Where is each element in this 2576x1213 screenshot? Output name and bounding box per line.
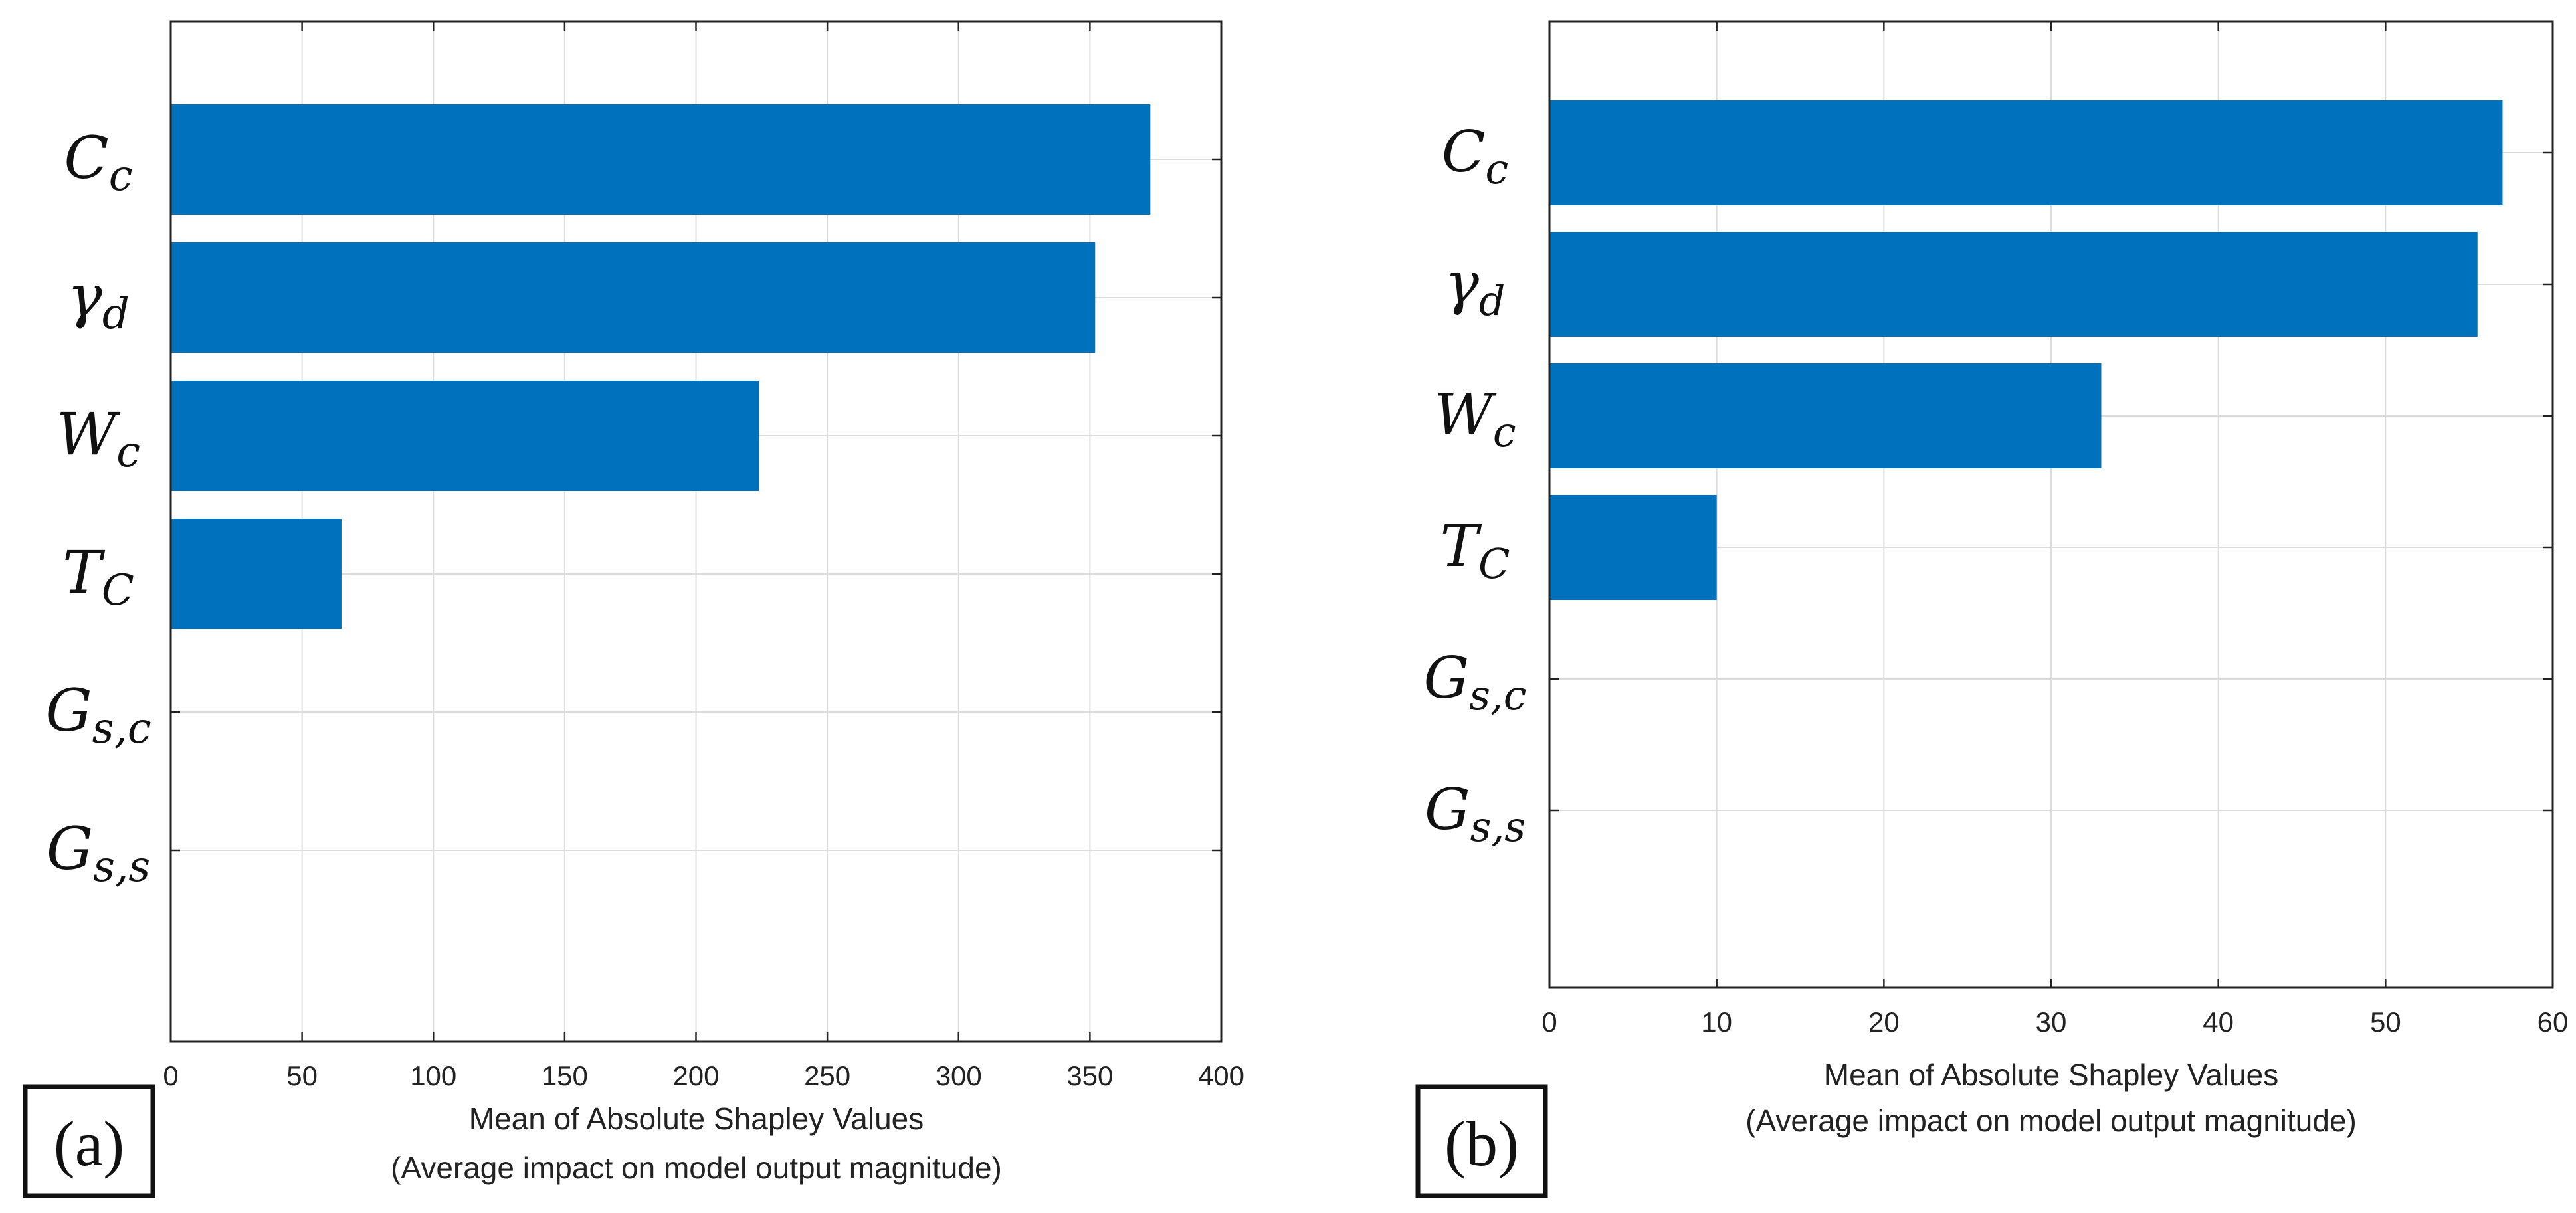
x-tick-label: 300 — [936, 1060, 982, 1091]
x-tick-label: 100 — [410, 1060, 456, 1091]
y-tick-label: Cc — [64, 124, 132, 201]
panel-label: (b) — [1444, 1108, 1519, 1179]
x-tick-label: 50 — [2370, 1006, 2401, 1038]
axes-frame — [1548, 20, 2554, 989]
panel-label-box — [23, 1084, 155, 1198]
x-axis-label: Mean of Absolute Shapley Values — [1824, 1058, 2279, 1092]
x-tick-label: 350 — [1066, 1060, 1113, 1091]
y-tick-label: Cc — [1442, 119, 1509, 193]
y-tick-label: Gs,c — [1424, 645, 1527, 719]
y-tick-label: TC — [1440, 513, 1510, 588]
chart-panel-b: 0 10 20 30 40 50 60 Cc γd Wc TC Gs,c Gs,s Mean of Abs… — [1415, 20, 2569, 1198]
x-tick-label: 30 — [2036, 1006, 2067, 1038]
bar--d — [171, 242, 1096, 353]
y-tick-label: Wc — [56, 400, 140, 477]
panel-label: (a) — [54, 1108, 125, 1179]
y-tick-label: Gs,s — [1425, 777, 1526, 851]
y-tick-label: Gs,c — [45, 676, 151, 753]
x-tick-label: 0 — [163, 1060, 178, 1091]
x-axis-label: Mean of Absolute Shapley Values — [469, 1101, 924, 1136]
panel-label-box — [1415, 1084, 1548, 1198]
bar-T-C — [1549, 495, 1717, 600]
x-tick-label: 60 — [2537, 1006, 2569, 1038]
bar-C-c — [171, 104, 1151, 215]
bar--d — [1549, 232, 2478, 337]
x-tick-label: 50 — [286, 1060, 318, 1091]
y-tick-label: γd — [1444, 250, 1505, 325]
bar-T-C — [171, 519, 342, 629]
x-tick-label: 150 — [542, 1060, 588, 1091]
x-tick-label: 10 — [1701, 1006, 1732, 1038]
x-tick-label: 20 — [1868, 1006, 1900, 1038]
bar-W-c — [171, 381, 759, 491]
x-tick-label: 40 — [2203, 1006, 2234, 1038]
bar-C-c — [1549, 100, 2503, 205]
y-tick-label: TC — [62, 538, 134, 615]
chart-panel-a: 0 50 100 150 200 250 300 350 400 Cc γd Wc TC Gs,c Gs,s… — [23, 20, 1244, 1198]
x-tick-label: 250 — [804, 1060, 850, 1091]
x-axis-label-subtitle: (Average impact on model output magnitud… — [1745, 1103, 2357, 1138]
x-tick-label: 200 — [672, 1060, 719, 1091]
axes-frame — [169, 20, 1223, 1043]
y-tick-label: Wc — [1434, 382, 1516, 456]
bar-W-c — [1549, 363, 2102, 468]
x-axis-label-subtitle: (Average impact on model output magnitud… — [391, 1151, 1002, 1185]
y-tick-label: γd — [67, 262, 130, 339]
y-tick-label: Gs,s — [47, 814, 150, 891]
x-tick-label: 400 — [1198, 1060, 1244, 1091]
x-tick-label: 0 — [1541, 1006, 1557, 1038]
